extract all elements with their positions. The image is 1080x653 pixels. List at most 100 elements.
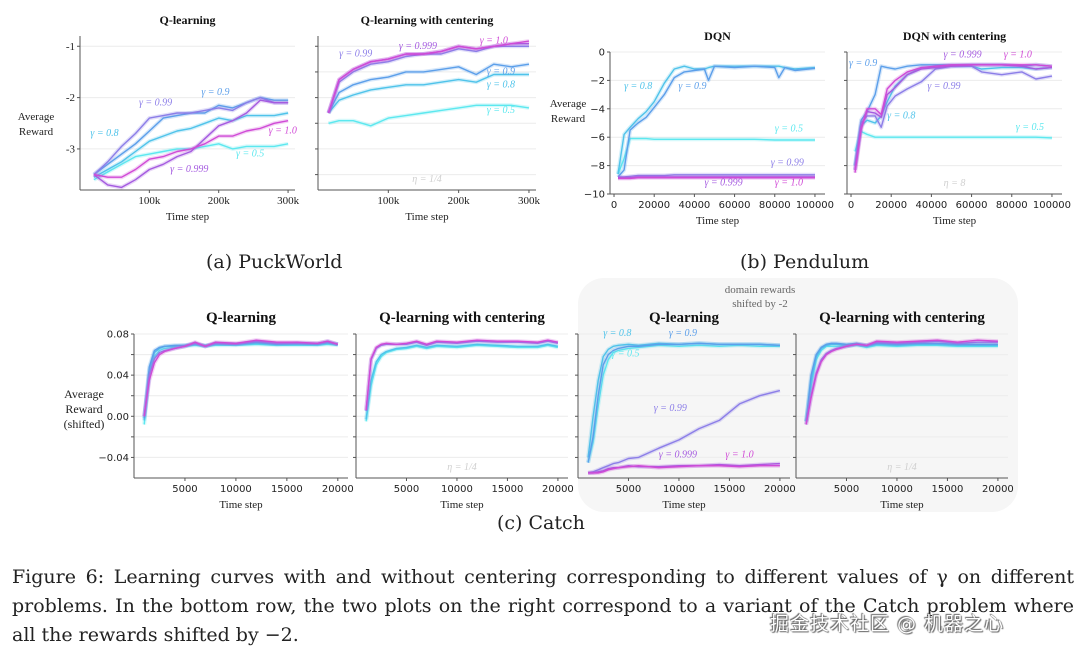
x-tick-label: 40000 [678,200,710,211]
chart-puckworld-q: Q-learning -1 -2 -3 100k 200k 300k Time step Ave… [0,0,305,230]
chart-catch-q: Q-learning 0.08 0.04 0.00 −0.04 5000 10000 1500… [40,290,354,515]
series-line-g0-9 [143,341,338,419]
y-axis-label: Average Reward [550,98,587,125]
series-label-g0-999: γ = 0.999 [170,164,208,175]
chart-svg: Q-learning -1 -2 -3 100k 200k 300k Time step Ave… [18,13,300,223]
chart-title: Q-learning [160,13,216,27]
series-label-g0-999: γ = 0.999 [659,449,697,460]
y-axis-label: Average Reward [18,111,55,138]
series-label-g0-9: γ = 0.9 [487,67,515,78]
series-band-g0-5 [364,343,559,422]
series-line-g1-0 [143,339,339,417]
shifted-catch-highlight [578,278,1018,512]
y-tick-label: −2 [590,76,605,87]
series-band-g1-0 [142,338,339,417]
y-tick-label: 0.04 [107,371,129,382]
y-tick-label: -3 [66,143,76,155]
series-label-g0-99: γ = 0.99 [654,403,687,414]
x-axis-label: Time step [405,211,449,223]
series-label-g0-999: γ = 0.999 [943,50,981,61]
series-band-g0-5 [853,129,1053,152]
shifted-note-line2: shifted by -2 [732,298,788,310]
shifted-note-line1: domain rewards [724,284,796,296]
x-axis-label: Time step [696,215,740,227]
x-tick-label: 60000 [719,200,751,211]
x-axis-label: Time step [219,499,263,511]
chart-catch-qc: Q-learning with centering 5000 10000 15000 2… [350,290,580,515]
series-band-g0-5 [804,343,998,422]
chart-svg: Q-learning with centering 100k 200k 300k Tim… [315,13,541,223]
series-label-g0-8: γ = 0.8 [624,81,652,92]
x-tick-label: 300k [518,195,541,207]
series-line-g0-8 [365,343,559,420]
series-label-g1-0: γ = 1.0 [480,36,508,47]
series-line-g0-99 [805,340,998,425]
chart-title: Q-learning with centering [379,310,545,326]
series-label-g0-9: γ = 0.9 [201,87,229,98]
x-tick-label: 15000 [714,484,746,495]
series-band-g0-8 [364,342,559,420]
series-line-g0-5 [365,344,559,422]
x-tick-label: 5000 [616,484,641,495]
series-label-g0-5: γ = 0.5 [487,105,515,116]
figure-caption: Figure 6: Learning curves with and witho… [12,566,1074,646]
chart-title: DQN [704,29,731,43]
series-line-g1-0 [805,339,998,425]
x-tick-label: 20000 [764,484,796,495]
subcaption-puckworld: (a) PuckWorld [206,251,343,273]
x-tick-label: 5000 [834,484,859,495]
series-label-g0-999: γ = 0.999 [704,177,742,188]
series-label-g0-9: γ = 0.9 [669,328,697,339]
series-line-g0-99 [143,340,339,417]
series-label-g0-99: γ = 0.99 [139,97,172,108]
eta-annotation: η = 1/4 [412,174,442,185]
series-label-g0-999: γ = 0.999 [399,41,437,52]
x-tick-label: 15000 [492,484,524,495]
y-tick-label: −4 [590,104,605,115]
chart-title: DQN with centering [903,29,1006,43]
series-band-g0-5 [616,136,815,175]
series-label-g0-5: γ = 0.5 [1016,122,1044,133]
series-label-g1-0: γ = 1.0 [269,126,297,137]
series-line-g0-5 [143,343,338,425]
x-axis-label: Time step [880,499,924,511]
x-tick-label: 10000 [881,484,913,495]
x-tick-label: 80000 [759,200,791,211]
eta-annotation: η = 1/4 [887,462,917,473]
chart-pendulum-dqn: DQN 0 −2 −4 −6 −8 −10 0 20000 40000 60000 80000 1000… [540,0,834,230]
y-tick-label: −0.04 [98,453,129,464]
x-tick-label: 5000 [172,484,197,495]
series-label-g0-8: γ = 0.8 [90,128,118,139]
chart-title: Q-learning with centering [819,310,985,326]
x-axis-label: Time step [166,211,210,223]
eta-annotation: η = 1/4 [447,462,477,473]
series-label-g1-0: γ = 1.0 [725,449,753,460]
series-label-g0-5: γ = 0.5 [236,149,264,160]
x-axis-label: Time step [933,215,977,227]
series-line-g1-0 [618,176,815,180]
series-label-g1-0: γ = 1.0 [1004,50,1032,61]
series-label-g0-8: γ = 0.8 [603,328,631,339]
y-axis-label: Average Reward (shifted) [64,387,105,431]
x-tick-label: 15000 [271,484,303,495]
series-label-g0-5: γ = 0.5 [775,124,803,135]
y-tick-label: -1 [66,41,75,53]
shifted-rewards-note: domain rewards shifted by -2 [690,283,830,311]
x-axis-label: Time step [440,499,484,511]
chart-svg: Q-learning 0.08 0.04 0.00 −0.04 5000 10000 1500… [64,310,354,511]
x-tick-label: 100k [377,195,400,207]
series-band-g0-8 [804,342,998,422]
x-tick-label: 10000 [663,484,695,495]
x-tick-label: 0 [611,200,617,211]
x-tick-label: 20000 [542,484,574,495]
x-tick-label: 20000 [982,484,1014,495]
subcaption-pendulum: (b) Pendulum [740,251,870,273]
y-tick-label: 0.08 [107,330,129,341]
chart-svg: DQN 0 −2 −4 −6 −8 −10 0 20000 40000 60000 80000 1000… [550,29,834,227]
series-line-g0-8 [805,343,998,422]
y-tick-label: −10 [584,190,605,201]
x-tick-label: 100000 [1033,200,1071,211]
chart-puckworld-qc: Q-learning with centering 100k 200k 300k Tim… [300,0,550,230]
series-label-g0-8: γ = 0.8 [487,79,515,90]
series-band-g0-9 [142,340,339,419]
